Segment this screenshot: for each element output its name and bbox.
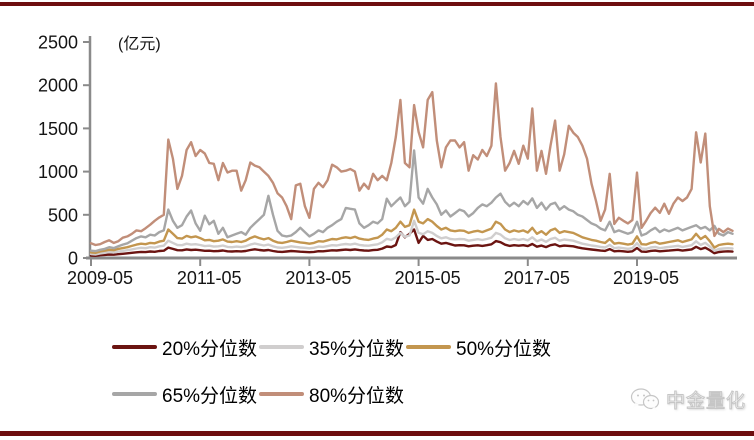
legend-label-35pct: 35%分位数	[309, 338, 405, 360]
svg-text:2009-05: 2009-05	[67, 268, 133, 288]
legend-swatch-20pct	[112, 345, 157, 349]
legend-label-50pct: 50%分位数	[456, 338, 552, 360]
watermark: 中金量化	[629, 386, 746, 413]
legend-row: 65%分位数 80%分位数	[112, 381, 672, 407]
legend-swatch-35pct	[259, 345, 304, 349]
svg-text:2011-05: 2011-05	[177, 268, 242, 288]
percentile-line-chart: 0 500 1000 1500 2000 2500 2009-05 2011-05 2013-0…	[38, 33, 737, 288]
legend-swatch-50pct	[406, 345, 451, 349]
svg-text:2015-05: 2015-05	[395, 268, 461, 288]
bottom-accent-bar	[0, 431, 754, 436]
legend-item-20pct: 20%分位数	[112, 334, 259, 361]
svg-text:2017-05: 2017-05	[504, 268, 570, 288]
top-accent-bar	[0, 2, 754, 6]
svg-text:0: 0	[68, 249, 78, 269]
legend-swatch-80pct	[259, 392, 304, 396]
svg-text:1500: 1500	[38, 119, 78, 139]
legend-item-80pct: 80%分位数	[259, 381, 406, 408]
svg-text:2000: 2000	[38, 76, 78, 96]
legend-item-50pct: 50%分位数	[406, 334, 553, 361]
legend-swatch-65pct	[112, 392, 157, 396]
legend-label-20pct: 20%分位数	[162, 338, 258, 360]
y-axis-unit-label: (亿元)	[118, 36, 161, 53]
wechat-icon	[630, 387, 660, 411]
legend-item-35pct: 35%分位数	[259, 334, 406, 361]
svg-text:2013-05: 2013-05	[285, 268, 351, 288]
svg-text:1000: 1000	[38, 162, 78, 182]
legend-row: 20%分位数 35%分位数 50%分位数	[112, 334, 672, 360]
legend-item-65pct: 65%分位数	[112, 381, 259, 408]
legend-label-80pct: 80%分位数	[309, 385, 405, 407]
chart-legend: 20%分位数 35%分位数 50%分位数 65%分位数 80%分位数	[112, 334, 672, 407]
svg-text:2500: 2500	[38, 33, 78, 53]
legend-label-65pct: 65%分位数	[162, 385, 258, 407]
watermark-text: 中金量化	[665, 391, 746, 413]
svg-text:2019-05: 2019-05	[613, 268, 679, 288]
svg-text:500: 500	[48, 205, 78, 225]
